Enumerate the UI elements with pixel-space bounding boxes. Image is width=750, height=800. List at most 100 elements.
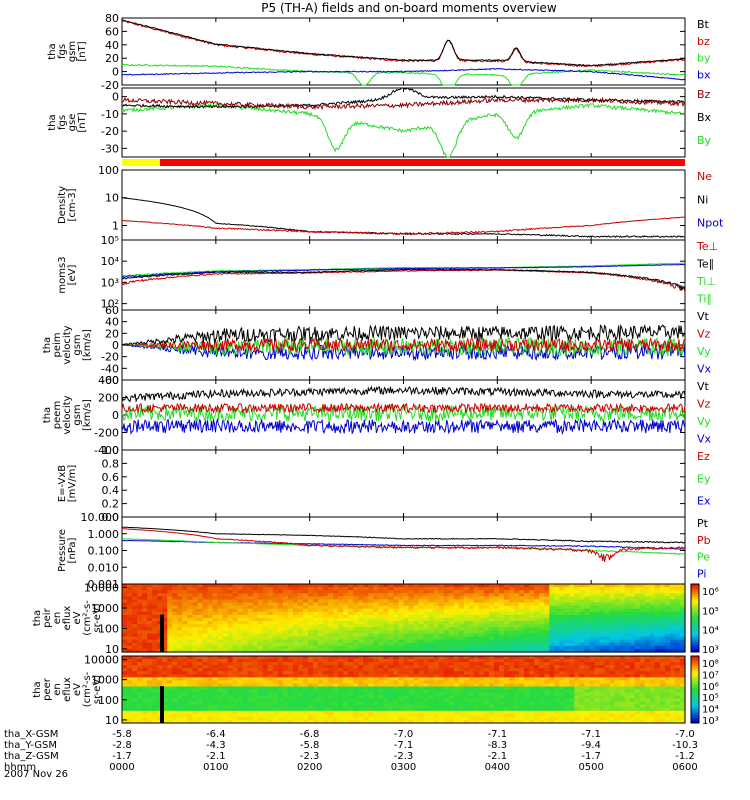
spectrogram-cell: [509, 683, 515, 687]
y-tick-label: 10000: [84, 654, 119, 667]
spectrogram-cell: [378, 599, 384, 604]
spectrogram-cell: [182, 662, 188, 666]
spectrogram-cell: [494, 605, 500, 610]
spectrogram-cell: [378, 611, 384, 616]
spectrogram-cell: [549, 642, 555, 647]
spectrogram-cell: [222, 689, 229, 694]
spectrogram-cell: [297, 590, 304, 594]
spectrogram-cell: [242, 674, 249, 678]
spectrogram-cell: [448, 639, 455, 644]
spectrogram-cell: [524, 692, 530, 697]
spectrogram-cell: [453, 605, 460, 610]
spectrogram-cell: [318, 596, 324, 601]
spectrogram-cell: [680, 642, 686, 647]
spectrogram-cell: [137, 611, 143, 616]
spectrogram-cell: [499, 716, 505, 721]
spectrogram-cell: [292, 642, 299, 647]
spectrogram-cell: [383, 710, 389, 715]
spectrogram-cell: [494, 648, 500, 653]
y-axis-label: eV: [72, 683, 83, 696]
spectrogram-cell: [594, 692, 601, 697]
spectrogram-cell: [217, 680, 224, 684]
spectrogram-cell: [579, 665, 585, 669]
spectrogram-cell: [388, 665, 394, 669]
spectrogram-cell: [348, 624, 354, 628]
spectrogram-cell: [544, 674, 550, 678]
spectrogram-cell: [197, 621, 203, 625]
spectrogram-cell: [403, 674, 410, 678]
spectrogram-cell: [348, 710, 354, 715]
spectrogram-cell: [674, 602, 681, 607]
spectrogram-cell: [398, 695, 405, 700]
spectrogram-cell: [398, 707, 405, 712]
spectrogram-cell: [202, 596, 208, 601]
legend-entry: Pb: [697, 534, 711, 547]
spectrogram-cell: [494, 590, 500, 594]
spectrogram-cell: [177, 648, 183, 653]
spectrogram-cell: [423, 686, 430, 691]
y-axis-label: eflux: [62, 606, 73, 631]
spectrogram-cell: [177, 692, 183, 697]
spectrogram-cell: [448, 624, 455, 628]
spectrogram-cell: [232, 659, 239, 663]
spectrogram-cell: [348, 707, 354, 712]
spectrogram-cell: [232, 680, 239, 684]
spectrogram-cell: [413, 710, 420, 715]
spectrogram-cell: [167, 633, 173, 638]
spectrogram-cell: [478, 677, 485, 681]
spectrogram-cell: [313, 599, 319, 604]
spectrogram-cell: [388, 716, 394, 721]
spectrogram-cell: [539, 671, 545, 675]
spectrogram-cell: [514, 590, 520, 594]
spectrogram-cell: [534, 671, 540, 675]
spectrogram-cell: [443, 689, 450, 694]
spectrogram-cell: [282, 659, 289, 663]
spectrogram-cell: [252, 677, 259, 681]
spectrogram-cell: [247, 686, 254, 691]
spectrogram-cell: [579, 614, 585, 619]
spectrogram-cell: [358, 665, 364, 669]
spectrogram-cell: [192, 707, 198, 712]
spectrogram-cell: [127, 686, 133, 691]
spectrogram-cell: [383, 707, 389, 712]
spectrogram-cell: [373, 662, 379, 666]
spectrogram-cell: [308, 707, 314, 712]
spectrogram-cell: [413, 587, 420, 591]
spectrogram-cell: [122, 698, 128, 703]
spectrogram-cell: [242, 599, 249, 604]
spectrogram-cell: [519, 710, 525, 715]
spectrogram-cell: [197, 695, 203, 700]
spectrogram-cell: [207, 692, 214, 697]
spectrogram-cell: [494, 668, 500, 672]
spectrogram-cell: [222, 704, 229, 709]
spectrogram-cell: [212, 713, 219, 718]
spectrogram-cell: [403, 648, 410, 653]
legend-entry: Ti⊥: [696, 275, 716, 288]
spectrogram-cell: [237, 648, 244, 653]
spectrogram-cell: [629, 630, 636, 635]
spectrogram-cell: [137, 645, 143, 650]
spectrogram-cell: [599, 627, 606, 631]
spectrogram-cell: [438, 584, 445, 588]
spectrogram-cell: [162, 584, 168, 588]
spectrogram-cell: [514, 624, 520, 628]
spectrogram-cell: [524, 695, 530, 700]
spectrogram-cell: [308, 671, 314, 675]
spectrogram-cell: [247, 621, 254, 625]
spectrogram-cell: [644, 611, 651, 616]
spectrogram-cell: [644, 599, 651, 604]
spectrogram-cell: [287, 590, 294, 594]
spectrogram-cell: [222, 618, 229, 622]
spectrogram-cell: [167, 656, 173, 660]
spectrogram-cell: [619, 630, 626, 635]
spectrogram-cell: [473, 698, 480, 703]
spectrogram-cell: [187, 674, 193, 678]
spectrogram-cell: [494, 593, 500, 597]
spectrogram-cell: [272, 639, 279, 644]
spectrogram-cell: [463, 668, 470, 672]
spectrogram-cell: [328, 680, 334, 684]
spectrogram-cell: [489, 716, 495, 721]
spectrogram-cell: [519, 639, 525, 644]
spectrogram-cell: [569, 636, 575, 641]
spectrogram-cell: [509, 659, 515, 663]
